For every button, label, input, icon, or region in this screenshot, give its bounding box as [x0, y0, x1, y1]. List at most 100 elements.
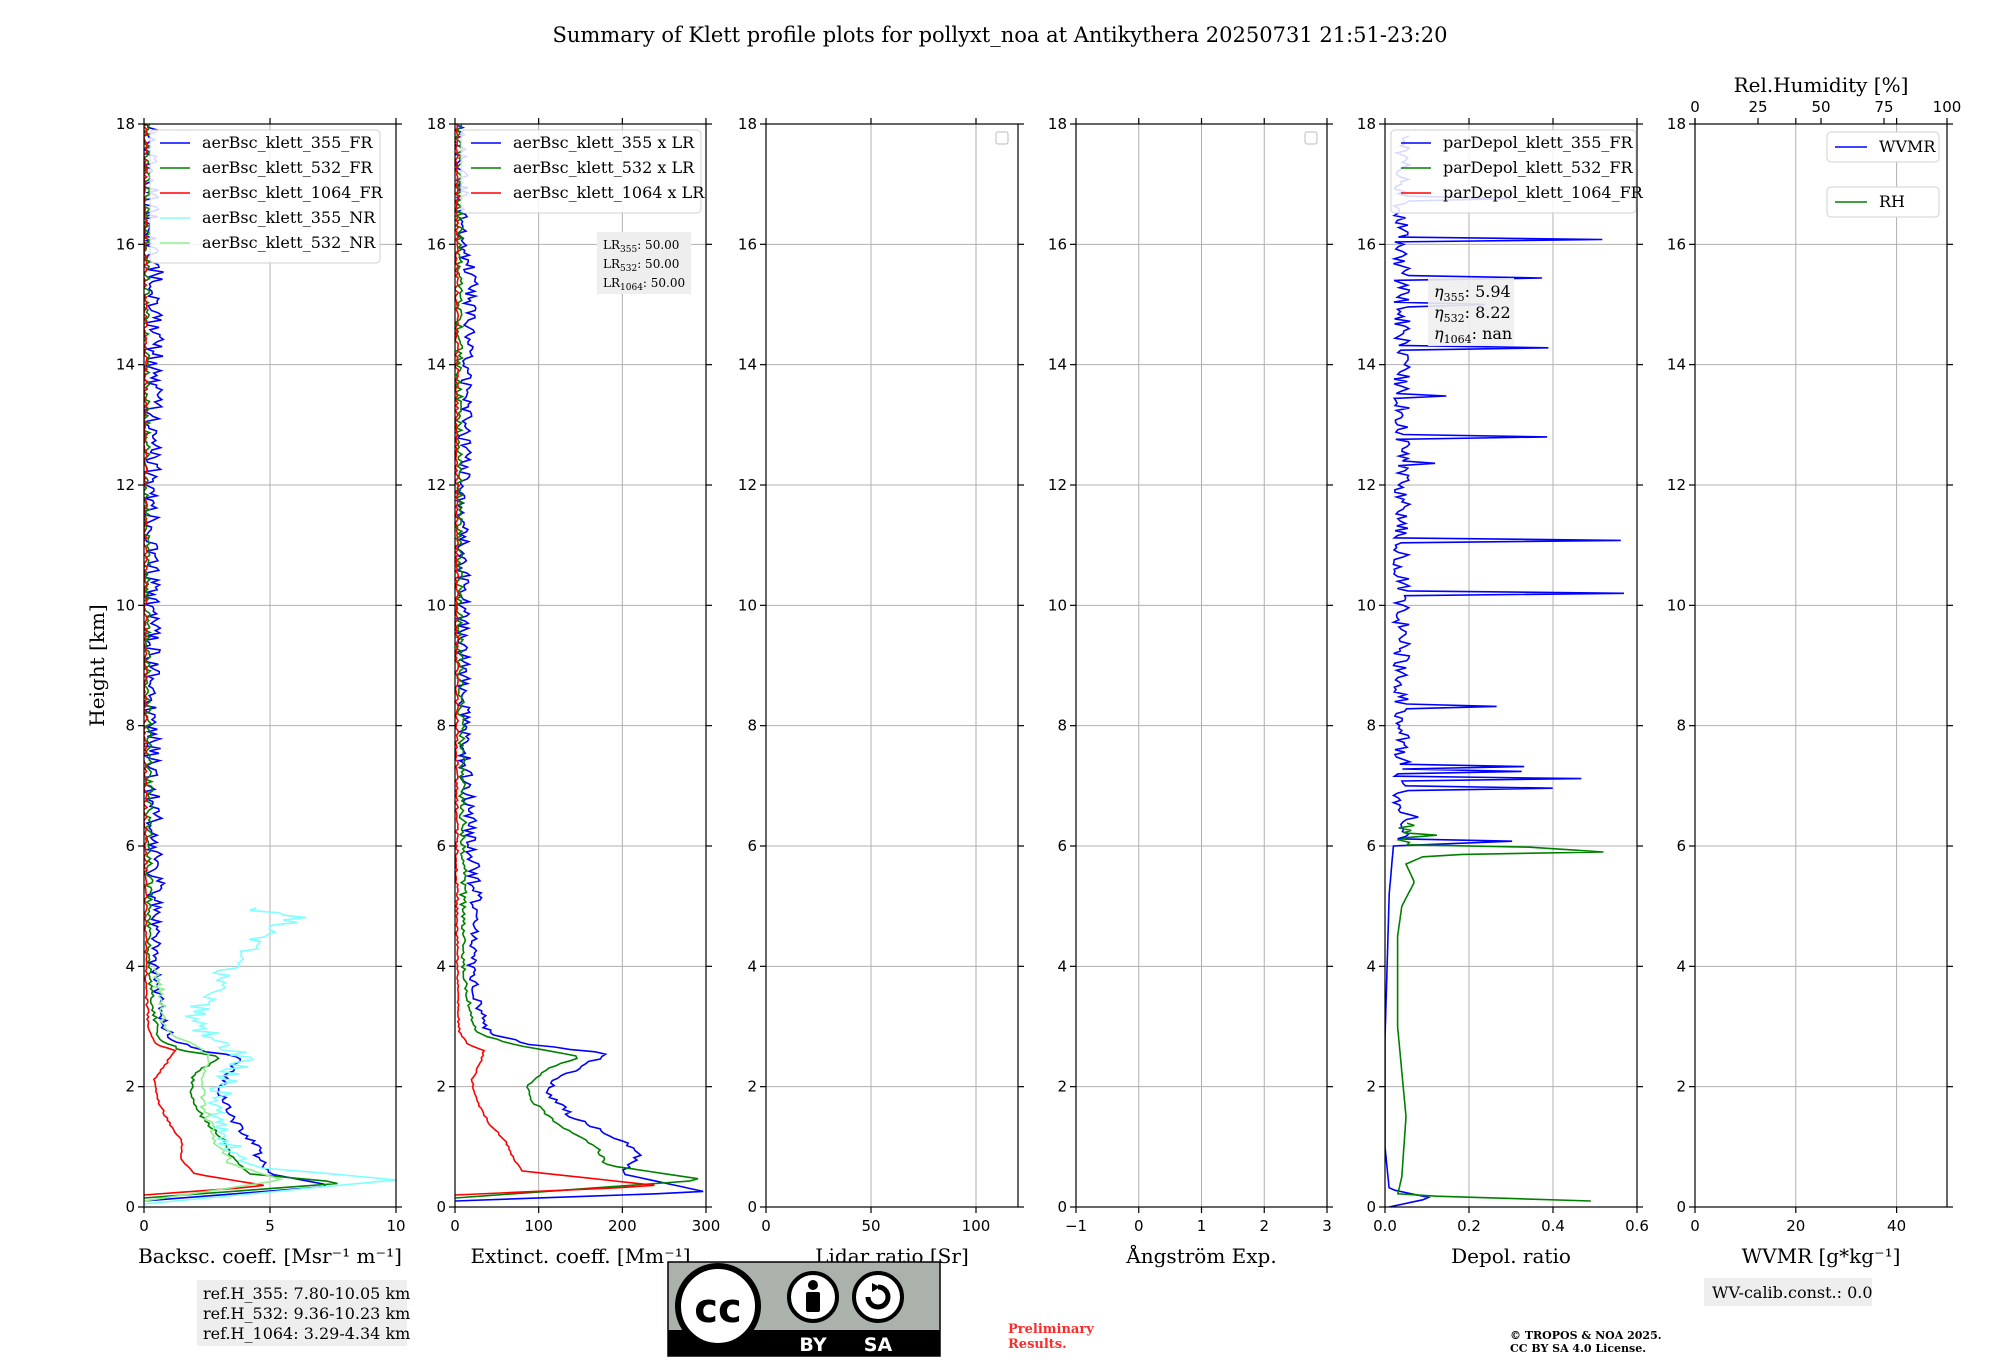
info-line: WV-calib.const.: 0.0 [1712, 1283, 1873, 1302]
info-box [597, 232, 691, 294]
info-subscript: 355 [1444, 291, 1465, 304]
ytick-label: 6 [125, 837, 135, 855]
legend-box [1390, 129, 1637, 214]
legend-label: RH [1879, 192, 1905, 211]
xtick-label: 0.2 [1457, 1217, 1481, 1235]
ytick-label: 2 [1676, 1078, 1686, 1096]
series-line-aerBsc_klett_532_NR [144, 967, 284, 1202]
x2axis-label: Rel.Humidity [%] [1734, 73, 1909, 97]
info-value: : 5.94 [1465, 282, 1511, 301]
info-symbol: η [1434, 324, 1444, 343]
info-line: η532: 8.22 [1434, 303, 1511, 325]
series-line-aerBsc_klett_355 x LR [455, 124, 704, 1202]
cc-license-badge[interactable]: cc BY SA [667, 1261, 941, 1357]
info-line: η1064: nan [1434, 324, 1512, 346]
ytick-label: 2 [747, 1078, 757, 1096]
xtick-label: 0 [139, 1217, 149, 1235]
ytick-label: 2 [1057, 1078, 1067, 1096]
info-value: : 50.00 [637, 238, 679, 252]
info-box [1428, 278, 1514, 346]
legend-box [1826, 131, 1940, 163]
info-line: ref.H_532: 9.36-10.23 km [203, 1304, 410, 1323]
x2tick-label: 100 [1933, 98, 1962, 116]
by-person-head [808, 1280, 818, 1290]
ytick-label: 14 [427, 356, 446, 374]
ytick-label: 0 [125, 1198, 135, 1216]
ytick-label: 2 [436, 1078, 446, 1096]
xtick-label: 3 [1322, 1217, 1332, 1235]
x2tick-label: 50 [1811, 98, 1830, 116]
ytick-label: 12 [1048, 476, 1067, 494]
legend-box [1826, 186, 1940, 218]
ytick-label: 10 [738, 596, 757, 614]
ytick-label: 8 [1366, 717, 1376, 735]
ytick-label: 14 [1357, 356, 1376, 374]
axes-frame [1384, 123, 1638, 1208]
axes-frame [454, 123, 707, 1208]
xtick-label: 0 [1690, 1217, 1700, 1235]
xtick-label: 200 [608, 1217, 637, 1235]
ytick-label: 14 [738, 356, 757, 374]
series-group [455, 124, 704, 1202]
sa-label: SA [864, 1334, 893, 1356]
cc-logo-text: cc [694, 1286, 741, 1332]
legend-label: aerBsc_klett_532_FR [202, 158, 373, 177]
ytick-label: 6 [1057, 837, 1067, 855]
ytick-label: 18 [738, 115, 757, 133]
info-line: ref.H_1064: 3.29-4.34 km [203, 1324, 410, 1343]
info-symbol: LR [603, 238, 621, 252]
ytick-label: 10 [427, 596, 446, 614]
legend-label: parDepol_klett_1064_FR [1443, 183, 1644, 202]
xtick-label: 100 [962, 1217, 991, 1235]
ytick-label: 14 [1667, 356, 1686, 374]
info-symbol: LR [603, 257, 621, 271]
info-subscript: 355 [620, 245, 637, 255]
axes-frame [1694, 123, 1948, 1208]
legend-label: aerBsc_klett_355 x LR [513, 133, 695, 152]
series-line-parDepol_klett_532_FR [1396, 822, 1604, 1202]
ytick-label: 10 [116, 596, 135, 614]
ytick-label: 12 [738, 476, 757, 494]
ytick-label: 16 [1667, 235, 1686, 253]
xtick-label: −1 [1065, 1217, 1087, 1235]
xaxis-label: Ångström Exp. [1125, 1243, 1276, 1268]
ytick-label: 16 [1357, 235, 1376, 253]
ytick-label: 10 [1048, 596, 1067, 614]
ytick-label: 18 [1667, 115, 1686, 133]
xtick-label: 100 [524, 1217, 553, 1235]
legend-label: aerBsc_klett_355_NR [202, 208, 376, 227]
sa-share-icon [852, 1271, 904, 1323]
series-line-aerBsc_klett_1064_FR [144, 124, 264, 1196]
xtick-label: 40 [1887, 1217, 1906, 1235]
info-value: : 8.22 [1465, 303, 1511, 322]
ytick-label: 4 [436, 957, 446, 975]
info-symbol: η [1434, 303, 1444, 322]
ytick-label: 0 [747, 1198, 757, 1216]
xtick-label: 20 [1786, 1217, 1805, 1235]
ytick-label: 6 [747, 837, 757, 855]
cc-logo-icon [675, 1263, 761, 1349]
copyright-line-2: CC BY SA 4.0 License. [1510, 1342, 1646, 1355]
legend-box [149, 129, 381, 264]
series-line-aerBsc_klett_532_FR [144, 124, 338, 1199]
legend-label: aerBsc_klett_355_FR [202, 133, 373, 152]
ytick-label: 8 [1057, 717, 1067, 735]
xaxis-label: Extinct. coeff. [Mm⁻¹] [470, 1244, 690, 1268]
info-value: : 50.00 [637, 257, 679, 271]
xtick-label: 0 [761, 1217, 771, 1235]
xtick-label: 50 [861, 1217, 880, 1235]
info-subscript: 532 [620, 264, 637, 274]
sa-arrow-arc [865, 1284, 891, 1310]
preliminary-note: Preliminary Results. [1008, 1322, 1094, 1352]
legend-label: aerBsc_klett_1064_FR [202, 183, 384, 202]
legend-label: parDepol_klett_355_FR [1443, 133, 1634, 152]
info-box [197, 1280, 407, 1346]
legend-label: parDepol_klett_532_FR [1443, 158, 1634, 177]
sa-arrow-head [872, 1283, 880, 1292]
ytick-label: 12 [1667, 476, 1686, 494]
info-symbol: LR [603, 276, 621, 290]
preliminary-line: Preliminary [1008, 1322, 1094, 1337]
xtick-label: 1 [1197, 1217, 1207, 1235]
xtick-label: 0.0 [1373, 1217, 1397, 1235]
series-group [144, 124, 396, 1205]
